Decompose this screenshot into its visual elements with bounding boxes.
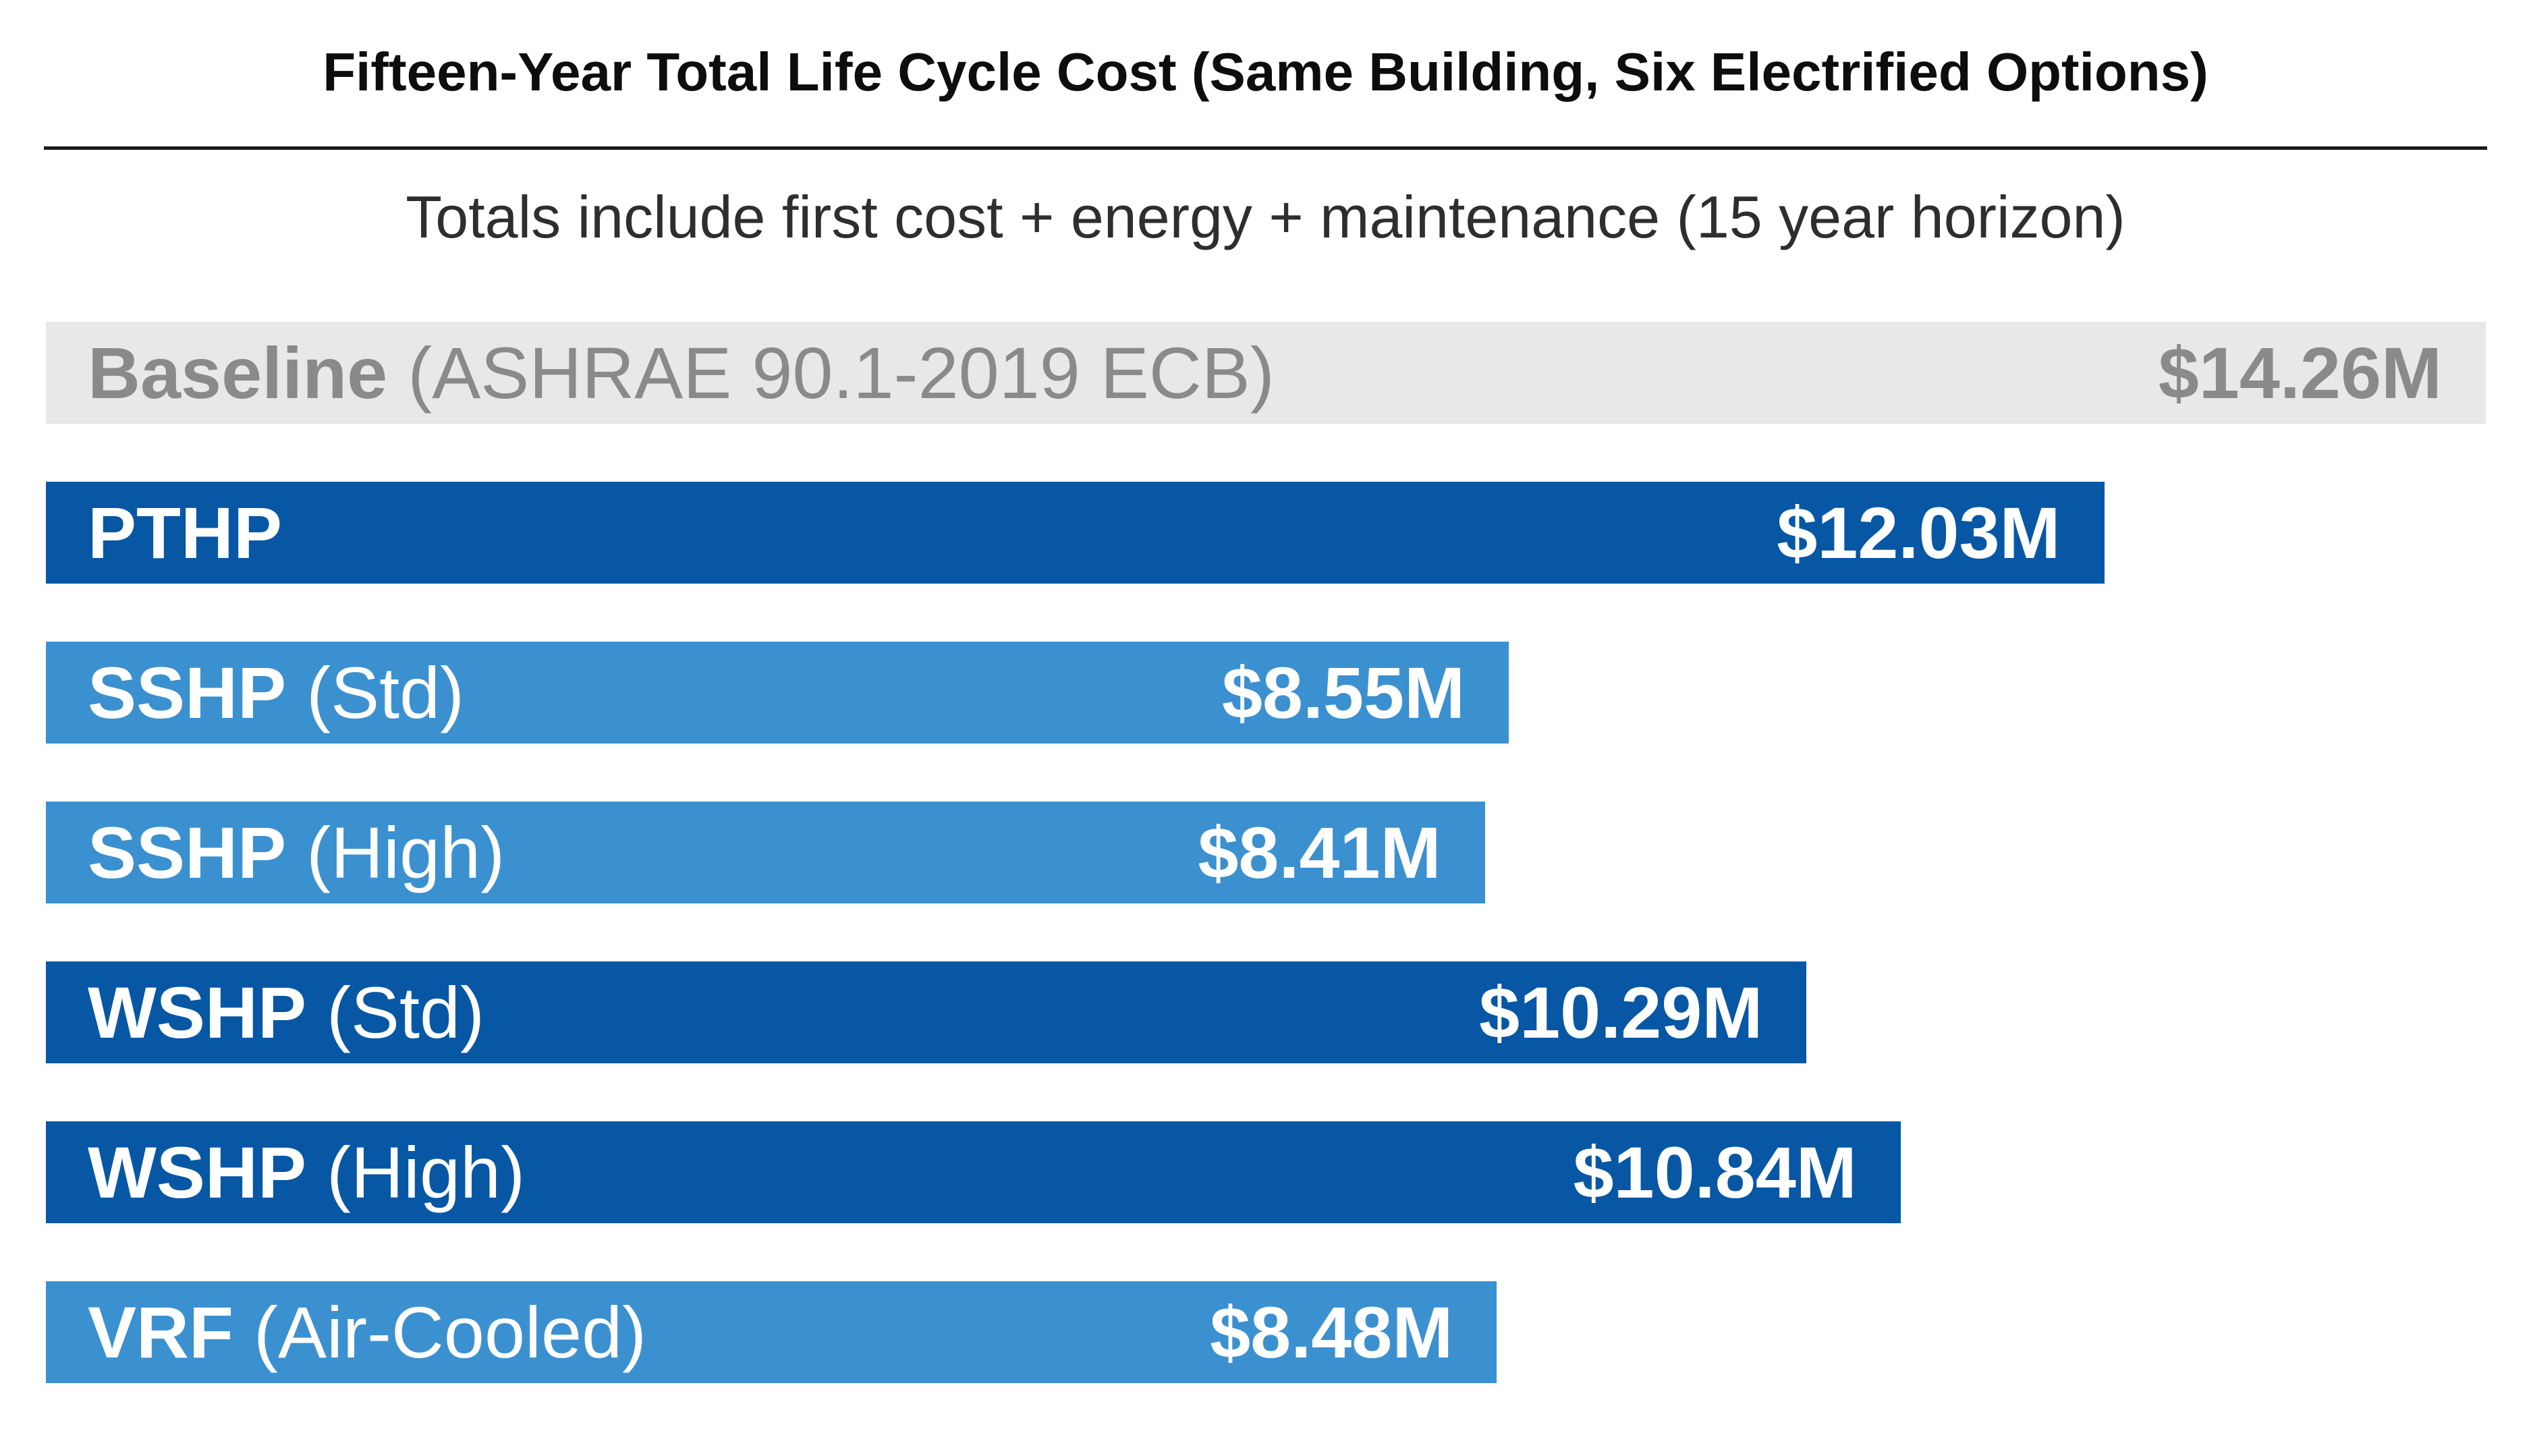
bar-row-vrf-air-cooled: VRF (Air-Cooled) $8.48M [46,1281,1497,1383]
bar-row-baseline: Baseline (ASHRAE 90.1-2019 ECB) $14.26M [46,322,2486,424]
bar-value: $8.48M [1210,1291,1453,1373]
bar-label-qualifier: (High) [286,812,505,893]
bar-value: $10.29M [1479,972,1763,1053]
bar-label: PTHP [88,492,283,573]
bar-label: SSHP (Std) [88,652,465,733]
bar-label-qualifier: (Std) [306,972,485,1053]
bar-label-qualifier: (ASHRAE 90.1-2019 ECB) [387,332,1275,414]
bar-row-sshp-std: SSHP (Std) $8.55M [46,642,1509,744]
bar-row-sshp-high: SSHP (High) $8.41M [46,802,1485,903]
bar-chart: Baseline (ASHRAE 90.1-2019 ECB) $14.26M PT… [46,322,2486,1383]
bar-row-pthp: PTHP $12.03M [46,482,2105,584]
bar-value: $12.03M [1777,492,2061,573]
bar-label: VRF (Air-Cooled) [88,1291,647,1373]
bar-row-wshp-std: WSHP (Std) $10.29M [46,961,1807,1063]
title-divider-rule [44,146,2487,150]
bar-value: $10.84M [1573,1131,1857,1213]
bar-label-qualifier: (High) [306,1131,526,1213]
chart-subtitle: Totals include first cost + energy + mai… [406,184,2125,250]
bar-row-wshp-high: WSHP (High) $10.84M [46,1121,1901,1223]
bar-value: $8.41M [1198,812,1441,893]
bar-label-qualifier: (Std) [286,652,465,733]
bar-value: $14.26M [2158,332,2442,414]
bar-label: WSHP (High) [88,1131,526,1213]
bar-label-qualifier: (Air-Cooled) [233,1291,647,1373]
bar-label: SSHP (High) [88,812,505,893]
bar-label: Baseline (ASHRAE 90.1-2019 ECB) [88,332,1275,414]
bar-label: WSHP (Std) [88,972,485,1053]
chart-title: Fifteen-Year Total Life Cycle Cost (Same… [323,42,2208,102]
bar-value: $8.55M [1221,652,1466,733]
